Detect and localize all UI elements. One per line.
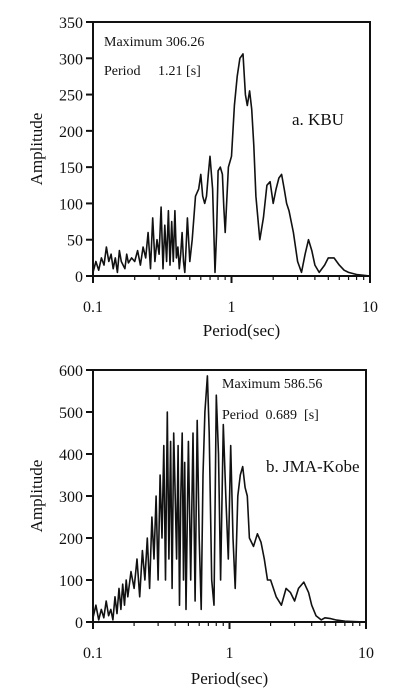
panel-label: a. KBU — [292, 110, 344, 129]
x-tick-label: 10 — [362, 299, 378, 316]
x-tick-label: 0.1 — [83, 645, 103, 662]
annotation-period: Period 0.689 [s] — [222, 408, 319, 423]
y-tick-label: 250 — [59, 88, 83, 105]
x-tick-label: 1 — [226, 645, 234, 662]
series-line-2-1 — [92, 375, 367, 623]
y-tick-label: 200 — [59, 531, 83, 548]
y-tick-label: 100 — [59, 196, 83, 213]
annotation-maximum: Maximum 306.26 — [104, 35, 204, 50]
x-axis-label: Period(sec) — [203, 321, 280, 340]
annotation-period: Period 1.21 [s] — [104, 64, 201, 79]
y-axis-label: Amplitude — [27, 113, 46, 186]
panel-label-background — [289, 109, 347, 130]
annotation-maximum: Maximum 586.56 — [222, 377, 322, 392]
y-tick-label: 200 — [59, 124, 83, 141]
y-tick-label: 500 — [59, 405, 83, 422]
y-axis-label: Amplitude — [27, 460, 46, 533]
y-tick-label: 300 — [59, 489, 83, 506]
y-tick-label: 0 — [75, 269, 83, 286]
y-tick-label: 600 — [59, 363, 83, 380]
x-tick-label: 10 — [358, 645, 374, 662]
x-axis-label: Period(sec) — [191, 669, 268, 688]
y-tick-label: 0 — [75, 615, 83, 632]
y-tick-label: 350 — [59, 15, 83, 32]
series-line-1-1 — [92, 53, 371, 277]
panel-label: b. JMA-Kobe — [266, 457, 360, 476]
y-tick-label: 100 — [59, 573, 83, 590]
y-tick-label: 400 — [59, 447, 83, 464]
panel-label-background — [263, 456, 363, 477]
x-tick-label: 0.1 — [83, 299, 103, 316]
y-tick-label: 150 — [59, 160, 83, 177]
y-tick-label: 50 — [67, 233, 83, 250]
x-tick-label: 1 — [228, 299, 236, 316]
y-tick-label: 300 — [59, 51, 83, 68]
